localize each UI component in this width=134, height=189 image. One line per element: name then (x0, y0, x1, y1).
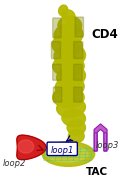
Ellipse shape (42, 142, 95, 166)
FancyBboxPatch shape (74, 87, 82, 102)
Ellipse shape (54, 24, 83, 46)
Ellipse shape (55, 77, 84, 97)
FancyBboxPatch shape (47, 142, 77, 156)
FancyBboxPatch shape (51, 42, 61, 59)
Ellipse shape (53, 56, 84, 77)
FancyBboxPatch shape (53, 64, 61, 80)
Ellipse shape (59, 5, 68, 16)
Ellipse shape (62, 10, 75, 22)
FancyBboxPatch shape (74, 42, 83, 59)
Polygon shape (94, 124, 107, 151)
FancyBboxPatch shape (94, 133, 97, 151)
FancyBboxPatch shape (53, 18, 61, 38)
FancyBboxPatch shape (53, 87, 62, 102)
Text: loop2: loop2 (2, 159, 26, 168)
FancyBboxPatch shape (75, 17, 83, 37)
Ellipse shape (57, 98, 85, 117)
Ellipse shape (53, 87, 84, 108)
Ellipse shape (68, 129, 84, 143)
Text: TAC: TAC (86, 167, 108, 177)
Ellipse shape (54, 44, 85, 67)
FancyBboxPatch shape (74, 64, 82, 80)
FancyBboxPatch shape (104, 133, 106, 151)
Ellipse shape (62, 110, 85, 127)
Polygon shape (18, 140, 34, 153)
Ellipse shape (52, 35, 82, 56)
Ellipse shape (67, 120, 85, 135)
Polygon shape (17, 135, 46, 160)
Ellipse shape (58, 16, 82, 35)
Text: loop3: loop3 (95, 141, 119, 150)
Ellipse shape (46, 146, 88, 162)
Text: CD4: CD4 (92, 29, 119, 41)
Ellipse shape (57, 66, 85, 87)
Text: loop1: loop1 (51, 146, 74, 155)
